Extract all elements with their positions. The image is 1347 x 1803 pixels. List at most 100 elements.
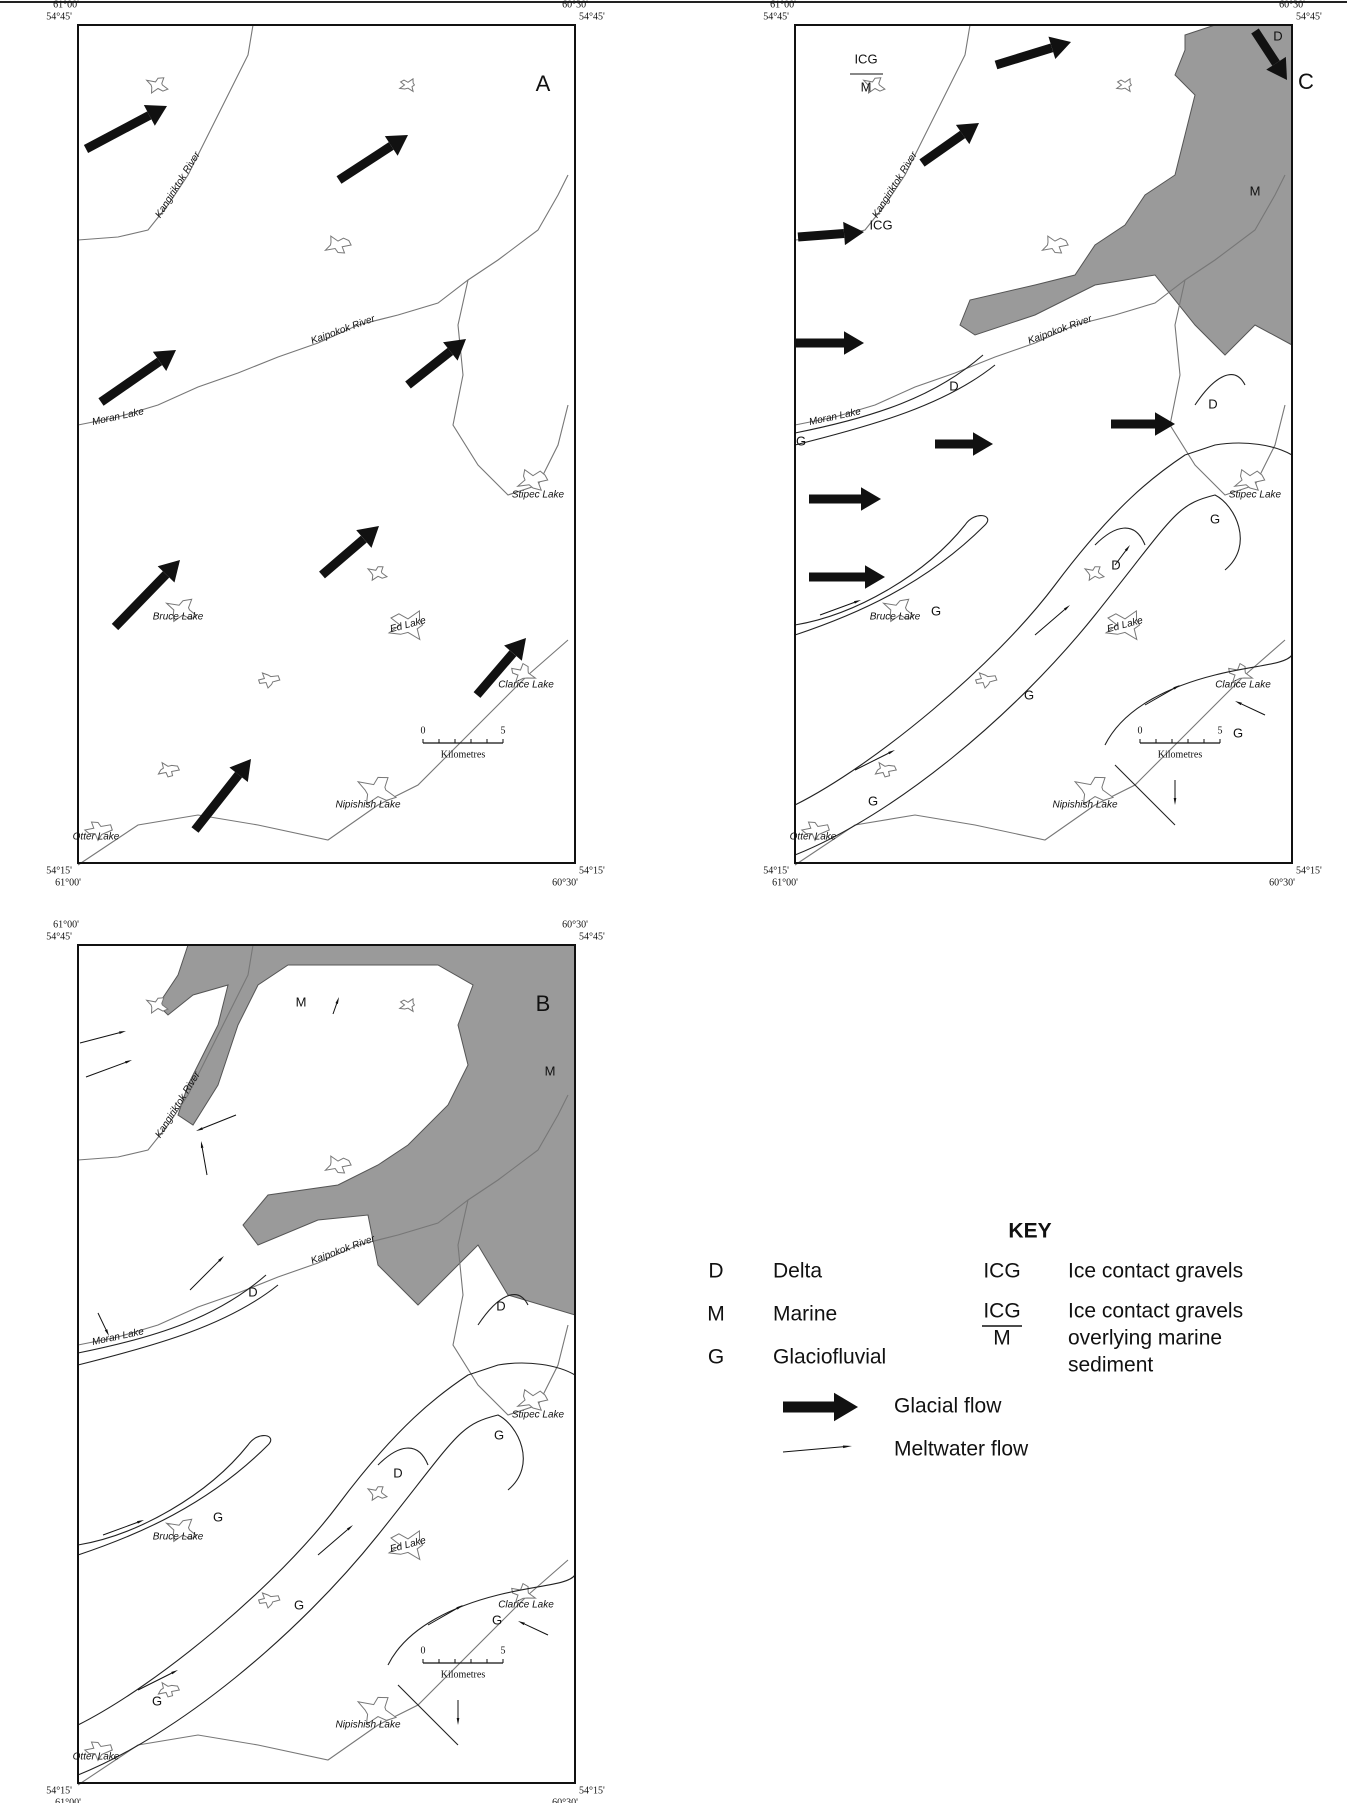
coord-label: 61°00': [55, 877, 81, 888]
meltwater-arrow-head: [201, 1141, 204, 1148]
lake: [325, 1156, 351, 1173]
glacial-flow-arrow-shaft: [101, 361, 160, 402]
legend-label: overlying marine: [1068, 1327, 1222, 1350]
legend-code: M: [993, 1327, 1011, 1350]
scale-label: 0: [421, 1645, 426, 1656]
lake: [368, 567, 387, 581]
unit-label: G: [868, 793, 878, 808]
lake: [1085, 567, 1104, 581]
glacial-flow-arrow-shaft: [798, 234, 844, 237]
lake: [875, 763, 896, 777]
meltwater-arrow-shaft: [333, 1004, 337, 1014]
coord-label: 60°30': [552, 1797, 578, 1803]
legend-code: D: [708, 1260, 723, 1283]
glacial-flow-arrow-shaft: [922, 134, 963, 163]
coord-label: 60°30': [562, 919, 588, 930]
legend-code: ICG: [983, 1300, 1020, 1323]
unit-label: D: [1273, 28, 1282, 43]
meltwater-arrow-shaft: [190, 1261, 219, 1290]
meltwater-arrow-head: [457, 1718, 460, 1725]
panel-letter: A: [536, 71, 551, 96]
lake: [147, 78, 168, 93]
place-name: Otter Lake: [73, 832, 120, 843]
scale-unit: Kilometres: [441, 749, 486, 760]
unit-label: D: [393, 1465, 402, 1480]
river: [78, 1560, 568, 1785]
place-name: Kangiriktok River: [870, 150, 920, 220]
lake: [259, 1593, 280, 1608]
place-name: Clarice Lake: [1215, 680, 1271, 691]
unit-label: G: [494, 1427, 504, 1442]
lake: [518, 1390, 548, 1411]
scale-unit: Kilometres: [1158, 749, 1203, 760]
meltwater-arrow-head: [518, 1621, 525, 1625]
unit-label: G: [152, 1693, 162, 1708]
coord-label: 60°30': [552, 877, 578, 888]
coord-label: 54°15': [763, 865, 789, 876]
map-frame: [78, 25, 575, 863]
meltwater-arrow-shaft: [428, 1608, 457, 1625]
coord-label: 60°30': [562, 0, 588, 10]
legend-label: Meltwater flow: [894, 1438, 1029, 1461]
lake: [1117, 79, 1132, 92]
meltwater-arrow-head: [888, 750, 895, 754]
unit-label: G: [1210, 511, 1220, 526]
coord-label: 54°45': [46, 11, 72, 22]
lake: [259, 673, 280, 688]
unit-label: G: [213, 1509, 223, 1524]
place-name: Kaipokok River: [310, 1233, 378, 1267]
lake: [1235, 470, 1265, 491]
meltwater-arrow-shaft: [202, 1115, 236, 1128]
scale-label: 0: [421, 725, 426, 736]
panel-letter: B: [536, 991, 551, 1016]
unit-label: G: [931, 603, 941, 618]
unit-label: G: [492, 1612, 502, 1627]
lake: [518, 470, 548, 491]
meltwater-arrow-shaft: [80, 1033, 119, 1043]
coord-label: 54°15': [579, 1785, 605, 1796]
meltwater-arrow-head: [171, 1670, 178, 1674]
river: [453, 280, 538, 495]
legend-code: ICG: [983, 1260, 1020, 1283]
meltwater-arrow-shaft: [1145, 688, 1174, 705]
place-name: Moran Lake: [91, 406, 145, 428]
unit-label: G: [796, 433, 806, 448]
meltwater-arrow-head: [1174, 798, 1177, 805]
meltwater-arrow-shaft: [1035, 610, 1065, 635]
unit-label: D: [248, 1284, 257, 1299]
legend-code: M: [707, 1303, 725, 1326]
lake: [1042, 236, 1068, 253]
coord-label: 61°00': [770, 0, 796, 10]
unit-label: G: [294, 1597, 304, 1612]
unit-label: D: [496, 1298, 505, 1313]
scale-label: 5: [501, 1645, 506, 1656]
place-name: Otter Lake: [790, 832, 837, 843]
glaciofluvial-outline: [795, 355, 1292, 855]
coord-label: 61°00': [53, 0, 79, 10]
meltwater-arrow-shaft: [202, 1148, 207, 1175]
place-name: Kangiriktok River: [153, 150, 203, 220]
legend-label: Glacial flow: [894, 1395, 1002, 1418]
unit-label: D: [1208, 396, 1217, 411]
scale-label: 5: [501, 725, 506, 736]
panel-letter: C: [1298, 69, 1314, 94]
coord-label: 61°00': [53, 919, 79, 930]
legend-label: Marine: [773, 1303, 837, 1326]
coord-label: 54°15': [579, 865, 605, 876]
lake: [400, 79, 415, 92]
place-name: Kaipokok River: [1027, 313, 1095, 347]
legend-label: Ice contact gravels: [1068, 1260, 1243, 1283]
meltwater-arrow-head: [119, 1031, 126, 1034]
coord-label: 54°45': [46, 931, 72, 942]
lake: [325, 236, 351, 253]
legend-label: Delta: [773, 1260, 822, 1283]
glacial-flow-arrow-head: [861, 487, 881, 510]
place-name: Nipishish Lake: [335, 1720, 400, 1731]
meltwater-arrow-shaft: [1241, 704, 1265, 715]
unit-label: ICG: [854, 51, 877, 66]
unit-label: G: [1024, 687, 1034, 702]
place-name: Stipec Lake: [512, 490, 565, 501]
lake: [368, 1487, 387, 1501]
glacial-flow-arrow-head: [973, 432, 993, 455]
